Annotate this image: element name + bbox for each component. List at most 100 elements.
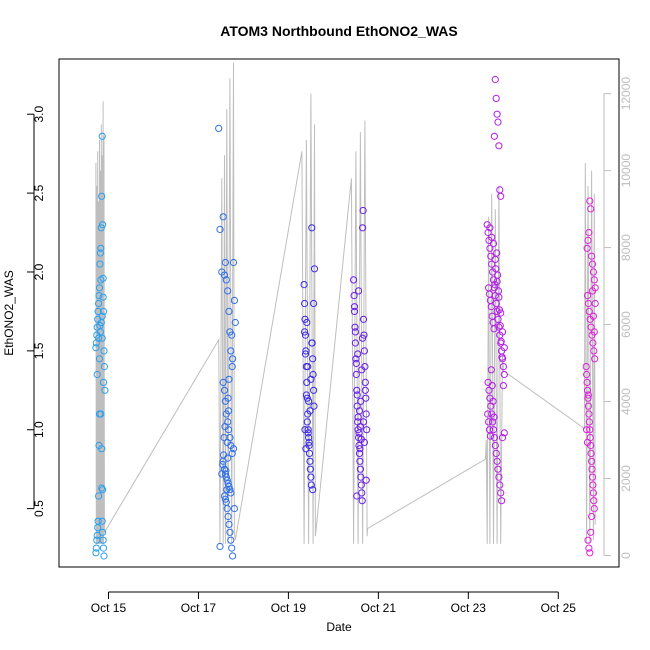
data-point — [98, 192, 106, 200]
y-tick-label: 1.0 — [32, 421, 46, 438]
data-point — [310, 299, 318, 308]
data-point — [591, 355, 599, 363]
data-point — [351, 328, 359, 336]
data-point — [589, 489, 598, 497]
data-point — [586, 426, 594, 434]
data-point — [100, 552, 108, 560]
data-point — [490, 434, 498, 442]
data-point — [585, 307, 593, 315]
data-point — [357, 481, 365, 489]
data-point — [230, 296, 238, 304]
data-point — [223, 505, 231, 513]
data-point — [495, 473, 503, 481]
data-point — [222, 467, 230, 475]
data-point — [302, 347, 310, 355]
data-point — [586, 197, 594, 205]
data-point — [497, 192, 505, 200]
data-point — [583, 292, 592, 300]
data-point — [216, 225, 224, 233]
y-tick-label: 0.5 — [32, 500, 46, 517]
data-point — [584, 391, 593, 399]
data-point — [227, 347, 235, 355]
data-point — [222, 276, 230, 284]
y2-tick-label: 2000 — [619, 465, 633, 492]
data-point — [585, 544, 593, 552]
data-point — [588, 512, 596, 521]
data-point — [588, 287, 597, 295]
data-point — [219, 460, 227, 469]
data-point — [97, 410, 105, 418]
data-point — [310, 386, 318, 394]
data-point — [225, 307, 233, 315]
y2-tick-label: 12000 — [619, 77, 633, 111]
data-point — [490, 413, 498, 421]
data-point — [497, 309, 505, 317]
data-point — [351, 323, 359, 331]
data-point — [220, 434, 228, 442]
data-point — [362, 476, 370, 484]
data-point — [301, 328, 309, 336]
data-point — [495, 293, 503, 301]
data-point — [587, 528, 595, 536]
data-point — [492, 94, 500, 103]
data-point — [357, 473, 365, 481]
data-point — [583, 438, 592, 446]
data-point — [589, 339, 597, 347]
data-point — [96, 249, 105, 257]
data-point — [497, 337, 505, 345]
data-point — [92, 544, 100, 552]
data-point — [498, 434, 507, 442]
data-point — [215, 124, 223, 132]
data-point — [590, 497, 598, 505]
data-point — [361, 378, 369, 386]
data-point — [306, 407, 314, 415]
data-point — [99, 528, 107, 536]
data-point — [486, 432, 494, 440]
data-point — [303, 418, 311, 426]
data-point — [583, 244, 591, 252]
data-point — [305, 397, 313, 405]
data-point — [358, 497, 366, 505]
data-point — [588, 457, 596, 465]
data-point — [302, 445, 310, 453]
x-tick-label: Oct 15 — [91, 601, 127, 615]
data-point — [587, 205, 595, 213]
data-point — [360, 347, 368, 355]
data-point — [99, 307, 108, 315]
data-point — [305, 434, 313, 442]
data-point — [225, 407, 233, 415]
data-point — [220, 492, 229, 500]
data-point — [486, 244, 494, 252]
data-point — [359, 224, 367, 232]
data-point — [588, 252, 596, 260]
data-point — [231, 318, 239, 327]
data-point — [304, 426, 312, 434]
data-point — [304, 363, 312, 371]
data-point — [95, 284, 104, 292]
data-point — [230, 505, 238, 513]
data-point — [92, 344, 100, 352]
y-axis-label: EthONO2_WAS — [2, 270, 16, 356]
data-point — [306, 457, 314, 465]
y-axis-left: 0.5 1.0 1.5 2.0 2.5 3.0 — [27, 106, 46, 517]
data-point — [309, 355, 317, 363]
data-point — [228, 363, 236, 371]
data-point — [95, 355, 104, 363]
data-point — [97, 244, 105, 252]
y-tick-label: 2.0 — [32, 263, 46, 280]
data-point — [500, 429, 508, 437]
data-point — [100, 363, 109, 371]
data-point — [488, 260, 496, 268]
data-point — [307, 481, 315, 489]
data-point — [220, 386, 229, 394]
data-point — [93, 370, 101, 379]
data-point — [497, 489, 505, 497]
data-point — [354, 350, 362, 358]
data-point — [99, 293, 107, 301]
data-point — [361, 386, 369, 394]
data-point — [305, 449, 314, 457]
data-point — [101, 386, 109, 394]
data-point — [305, 438, 313, 446]
data-point — [355, 441, 363, 450]
altitude-line — [95, 62, 596, 544]
